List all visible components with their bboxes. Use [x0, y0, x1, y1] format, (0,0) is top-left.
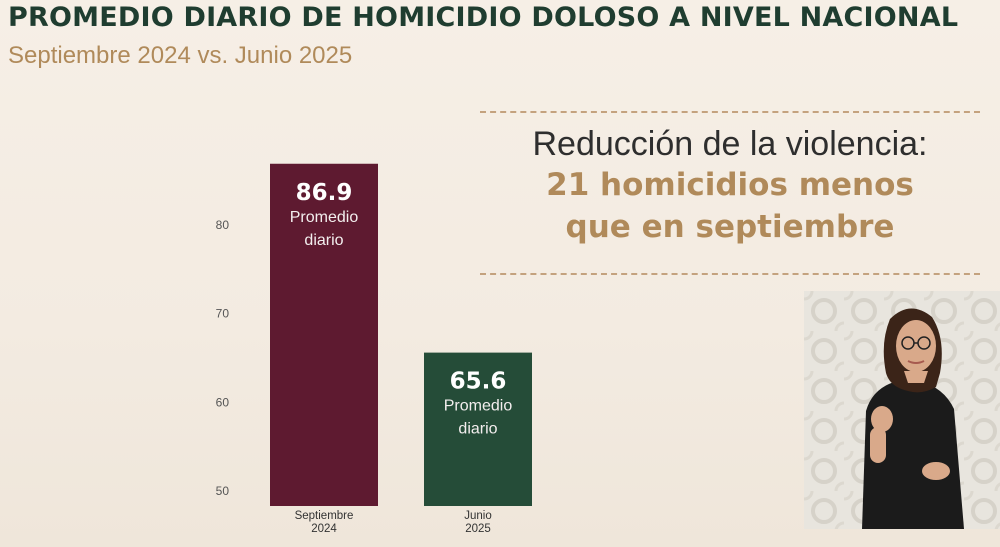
page-title: PROMEDIO DIARIO DE HOMICIDIO DOLOSO A NI…	[8, 2, 959, 33]
bar-value-label: 65.6	[450, 369, 507, 395]
sign-language-interpreter-video	[804, 291, 1000, 529]
reduction-callout: Reducción de la violencia: 21 homicidios…	[480, 111, 980, 275]
bar	[270, 163, 378, 506]
x-tick-label: 2025	[465, 523, 491, 535]
y-tick-label: 60	[216, 395, 230, 409]
bar-caption: Promedio	[290, 209, 359, 226]
y-tick-label: 70	[216, 307, 230, 321]
callout-highlight-2: que en septiembre	[565, 209, 895, 245]
bar-value-label: 86.9	[296, 180, 353, 206]
bar	[424, 352, 532, 506]
callout-lead: Reducción de la violencia:	[532, 125, 928, 163]
y-tick-label: 50	[216, 484, 230, 498]
x-tick-label: 2024	[311, 523, 337, 535]
bar-caption: diario	[304, 232, 343, 249]
y-tick-label: 80	[216, 218, 230, 232]
bar-caption: diario	[458, 421, 497, 438]
x-tick-label: Junio	[464, 510, 492, 522]
bar-caption: Promedio	[444, 398, 513, 415]
x-tick-label: Septiembre	[295, 510, 354, 522]
page-subtitle: Septiembre 2024 vs. Junio 2025	[8, 42, 353, 69]
callout-highlight-1: 21 homicidios menos	[546, 167, 914, 203]
